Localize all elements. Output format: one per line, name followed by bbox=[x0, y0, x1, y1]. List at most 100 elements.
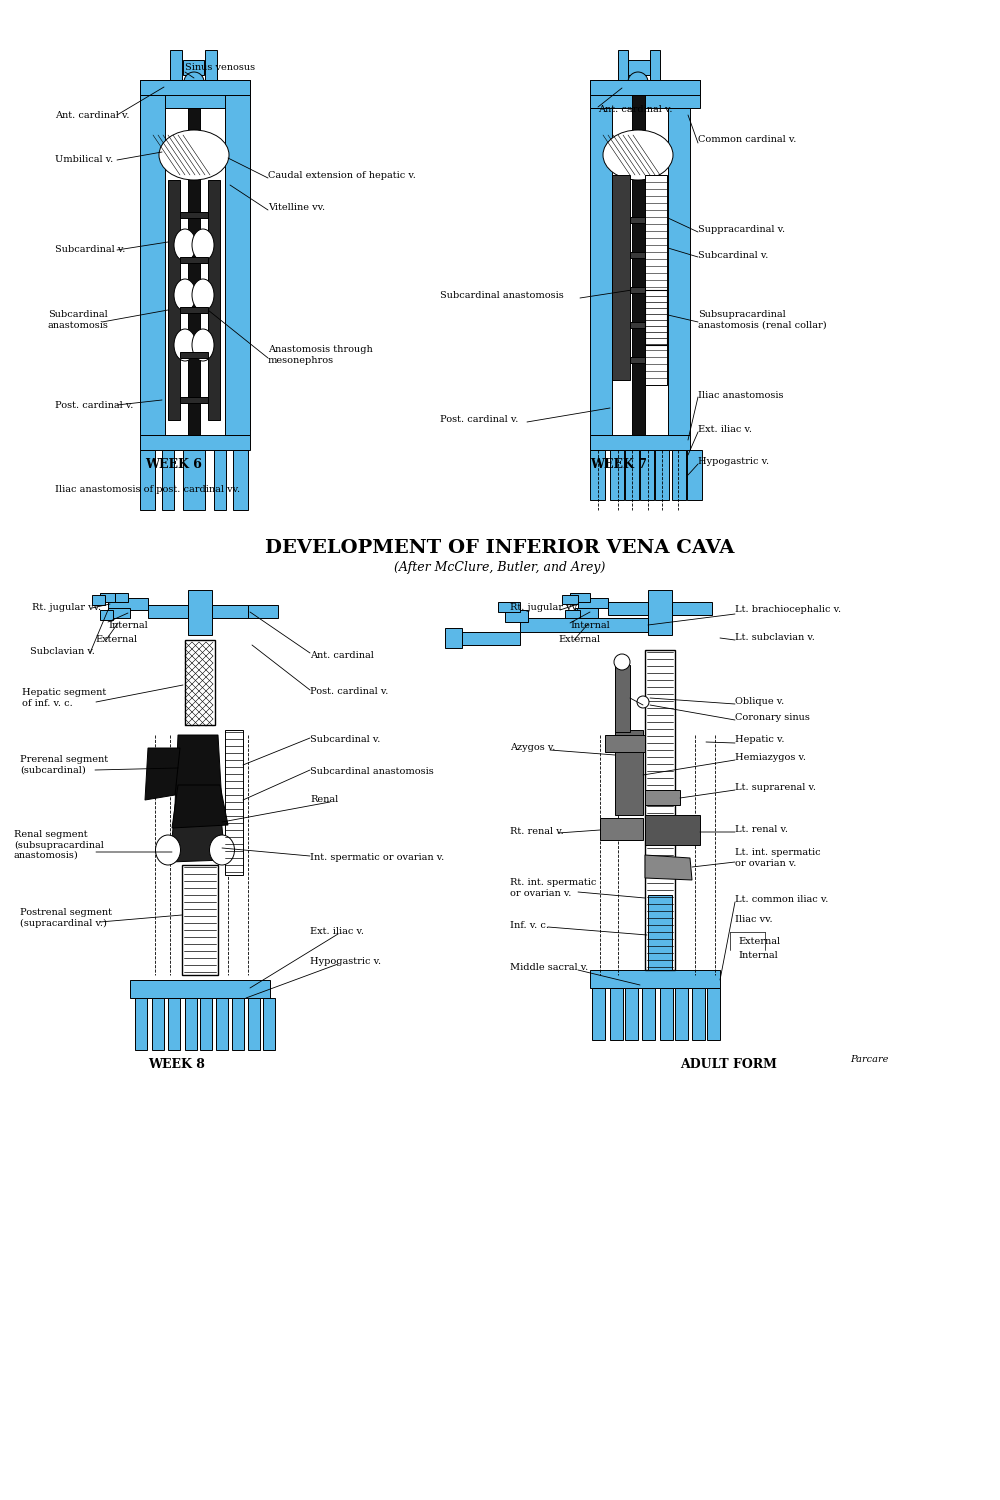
Polygon shape bbox=[100, 592, 120, 602]
Polygon shape bbox=[188, 108, 200, 435]
Polygon shape bbox=[445, 628, 462, 648]
Ellipse shape bbox=[174, 279, 196, 310]
Polygon shape bbox=[692, 988, 705, 1039]
Polygon shape bbox=[565, 610, 580, 620]
Polygon shape bbox=[135, 998, 147, 1050]
Text: Ant. cardinal: Ant. cardinal bbox=[310, 651, 374, 660]
Polygon shape bbox=[108, 608, 130, 618]
Polygon shape bbox=[590, 970, 720, 988]
Ellipse shape bbox=[174, 230, 196, 261]
Polygon shape bbox=[225, 94, 250, 435]
Polygon shape bbox=[145, 748, 180, 800]
Text: Rt. int. spermatic
or ovarian v.: Rt. int. spermatic or ovarian v. bbox=[510, 879, 596, 897]
Polygon shape bbox=[650, 50, 660, 80]
Polygon shape bbox=[188, 590, 212, 634]
Text: Lt. renal v.: Lt. renal v. bbox=[735, 825, 788, 834]
Polygon shape bbox=[630, 322, 645, 328]
Polygon shape bbox=[140, 435, 250, 450]
Polygon shape bbox=[180, 256, 208, 262]
Polygon shape bbox=[170, 50, 182, 80]
Text: Iliac anastomosis of post. cardinal vv.: Iliac anastomosis of post. cardinal vv. bbox=[55, 486, 240, 495]
Polygon shape bbox=[214, 450, 226, 510]
Polygon shape bbox=[615, 730, 643, 815]
Text: External: External bbox=[95, 636, 137, 645]
Text: Subcardinal anastomosis: Subcardinal anastomosis bbox=[310, 768, 434, 777]
Polygon shape bbox=[630, 286, 645, 292]
Polygon shape bbox=[520, 618, 648, 632]
Polygon shape bbox=[216, 998, 228, 1050]
Text: Suppracardinal v.: Suppracardinal v. bbox=[698, 225, 785, 234]
Text: Lt. brachiocephalic v.: Lt. brachiocephalic v. bbox=[735, 606, 841, 615]
Text: Post. cardinal v.: Post. cardinal v. bbox=[440, 416, 518, 424]
Polygon shape bbox=[625, 988, 638, 1039]
Text: Lt. int. spermatic
or ovarian v.: Lt. int. spermatic or ovarian v. bbox=[735, 849, 821, 867]
Text: DEVELOPMENT OF INFERIOR VENA CAVA: DEVELOPMENT OF INFERIOR VENA CAVA bbox=[265, 538, 735, 556]
Text: Prerenal segment
(subcardinal): Prerenal segment (subcardinal) bbox=[20, 756, 108, 774]
Text: External: External bbox=[558, 636, 600, 645]
Text: Ext. iliac v.: Ext. iliac v. bbox=[698, 426, 752, 435]
Polygon shape bbox=[660, 988, 673, 1039]
Polygon shape bbox=[248, 604, 278, 618]
Polygon shape bbox=[232, 998, 244, 1050]
Text: Hypogastric v.: Hypogastric v. bbox=[310, 957, 381, 966]
Bar bbox=[645, 650, 675, 970]
Polygon shape bbox=[140, 80, 250, 94]
Polygon shape bbox=[100, 610, 113, 620]
Text: Parcare: Parcare bbox=[850, 1056, 888, 1065]
Polygon shape bbox=[212, 604, 248, 618]
Text: Anastomosis through
mesonephros: Anastomosis through mesonephros bbox=[268, 345, 373, 364]
Polygon shape bbox=[140, 94, 165, 435]
Polygon shape bbox=[630, 357, 645, 363]
Polygon shape bbox=[152, 998, 164, 1050]
Polygon shape bbox=[570, 592, 590, 602]
Text: WEEK 6: WEEK 6 bbox=[145, 459, 202, 471]
Polygon shape bbox=[590, 80, 700, 94]
Polygon shape bbox=[592, 988, 605, 1039]
Polygon shape bbox=[130, 980, 270, 998]
Bar bbox=[645, 290, 667, 345]
Polygon shape bbox=[672, 450, 686, 500]
Polygon shape bbox=[590, 80, 700, 108]
Polygon shape bbox=[168, 998, 180, 1050]
Polygon shape bbox=[625, 450, 639, 500]
Polygon shape bbox=[183, 450, 205, 510]
Text: Ant. cardinal v.: Ant. cardinal v. bbox=[598, 105, 672, 114]
Polygon shape bbox=[575, 608, 598, 618]
Text: Subcardinal v.: Subcardinal v. bbox=[698, 251, 768, 260]
Polygon shape bbox=[168, 180, 180, 420]
Text: Lt. suprarenal v.: Lt. suprarenal v. bbox=[735, 783, 816, 792]
Polygon shape bbox=[140, 80, 250, 108]
Ellipse shape bbox=[174, 328, 196, 362]
Ellipse shape bbox=[156, 836, 180, 866]
Polygon shape bbox=[92, 596, 105, 604]
Text: Rt. renal v.: Rt. renal v. bbox=[510, 828, 564, 837]
Text: Vitelline vv.: Vitelline vv. bbox=[268, 204, 325, 213]
Polygon shape bbox=[640, 450, 654, 500]
Text: Hemiazygos v.: Hemiazygos v. bbox=[735, 753, 806, 762]
Polygon shape bbox=[618, 50, 628, 80]
Bar bbox=[645, 176, 667, 386]
Polygon shape bbox=[455, 632, 520, 645]
Ellipse shape bbox=[159, 130, 229, 180]
Polygon shape bbox=[232, 108, 250, 430]
Polygon shape bbox=[642, 988, 655, 1039]
Polygon shape bbox=[200, 998, 212, 1050]
Bar bbox=[182, 865, 218, 975]
Polygon shape bbox=[505, 610, 528, 622]
Text: Rt. jugular vv.: Rt. jugular vv. bbox=[32, 603, 101, 612]
Text: Middle sacral v.: Middle sacral v. bbox=[510, 963, 588, 972]
Circle shape bbox=[628, 72, 648, 92]
Text: Azygos v.: Azygos v. bbox=[510, 744, 555, 753]
Polygon shape bbox=[108, 598, 148, 610]
Polygon shape bbox=[263, 998, 275, 1050]
Text: Hepatic v.: Hepatic v. bbox=[735, 735, 784, 744]
Polygon shape bbox=[115, 592, 128, 602]
Text: Hypogastric v.: Hypogastric v. bbox=[698, 458, 769, 466]
Polygon shape bbox=[180, 211, 208, 217]
Text: Renal segment
(subsupracardinal
anastomosis): Renal segment (subsupracardinal anastomo… bbox=[14, 830, 104, 860]
Polygon shape bbox=[578, 598, 608, 608]
Text: Subcardinal anastomosis: Subcardinal anastomosis bbox=[440, 291, 564, 300]
Text: External: External bbox=[738, 938, 780, 946]
Polygon shape bbox=[610, 988, 623, 1039]
Circle shape bbox=[184, 72, 204, 92]
